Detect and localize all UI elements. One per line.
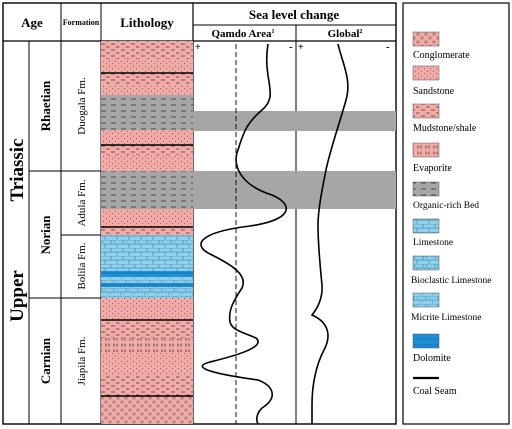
litho-limestone-1 <box>101 235 193 249</box>
main-table <box>2 2 397 425</box>
header-global: Global2 <box>328 28 363 40</box>
global-plus-sign: + <box>298 42 304 53</box>
header-lithology: Lithology <box>120 15 174 30</box>
litho-mudstone-6 <box>101 376 193 396</box>
litho-sandstone-7 <box>101 352 193 376</box>
legend-swatch-micrite <box>412 292 440 308</box>
legend-swatch-limestone <box>412 218 440 234</box>
legend-swatch-mudstone <box>412 103 440 119</box>
legend-swatch-evaporite <box>412 142 440 158</box>
litho-conglomerate-1 <box>101 396 193 424</box>
legend-label-coal: Coal Seam <box>413 386 457 397</box>
litho-limestone-2 <box>101 249 193 271</box>
litho-micrite-1 <box>101 277 193 283</box>
litho-evaporite-1 <box>101 338 193 352</box>
formation-duogala: Duogala Fm. <box>76 77 88 135</box>
litho-sandstone-1 <box>101 59 193 73</box>
header-qamdo: Qamdo Area1 <box>212 28 275 40</box>
legend-swatch-dolomite <box>412 333 440 349</box>
litho-mudstone-2 <box>101 73 193 85</box>
qamdo-plus-sign: + <box>195 42 201 53</box>
litho-sandstone-6 <box>101 298 193 320</box>
age-norian: Norian <box>38 215 53 255</box>
litho-organic-1 <box>101 95 193 103</box>
age-rhaetian: Rhaetian <box>38 80 53 131</box>
legend-label-organic: Organic-rich Bed <box>413 201 479 211</box>
qamdo-sea-level-curve <box>200 43 288 425</box>
formation-adula: Adula Fm. <box>76 179 88 226</box>
legend-label-bioclastic: Bioclastic Limestone <box>411 276 491 286</box>
global-minus-sign: - <box>386 41 390 53</box>
legend-label-conglomerate: Conglomerate <box>413 50 470 61</box>
age-upper: Upper <box>7 270 28 322</box>
header-sea-level: Sea level change <box>249 7 339 22</box>
sea-level-organic-band-1 <box>193 111 396 131</box>
header-age: Age <box>21 15 43 30</box>
qamdo-minus-sign: - <box>289 41 293 53</box>
litho-sandstone-4 <box>101 155 193 171</box>
litho-sandstone-5 <box>101 209 193 227</box>
legend-swatch-conglomerate <box>412 31 440 47</box>
litho-organic-3 <box>101 171 193 209</box>
litho-organic-2 <box>101 103 193 130</box>
legend-label-dolomite: Dolomite <box>413 353 451 364</box>
age-triassic: Triassic <box>7 139 28 202</box>
legend-label-micrite: Micrite Limestone <box>411 313 481 323</box>
litho-mudstone-top <box>101 41 193 59</box>
header-formation: Formation <box>63 18 100 27</box>
legend-swatch-organic <box>412 181 440 197</box>
litho-sandstone-3 <box>101 130 193 145</box>
legend-label-evaporite: Evaporite <box>413 163 452 174</box>
litho-mudstone-4 <box>101 227 193 235</box>
legend-swatch-bioclastic <box>412 255 440 271</box>
age-carnian: Carnian <box>38 337 53 384</box>
litho-mudstone-3 <box>101 145 193 155</box>
formation-jiapila: Jiapila Fm. <box>76 336 88 385</box>
legend-label-mudstone: Mudstone/shale <box>413 123 477 134</box>
sea-level-organic-band-2 <box>193 171 396 209</box>
lithology-column <box>101 41 193 424</box>
litho-mudstone-5 <box>101 320 193 338</box>
legend-label-limestone: Limestone <box>413 238 453 248</box>
legend-label-sandstone: Sandstone <box>413 86 455 97</box>
litho-dolomite-2 <box>101 283 193 287</box>
litho-micrite-2 <box>101 287 193 298</box>
global-sea-level-curve <box>310 43 349 424</box>
legend-swatch-sandstone <box>412 65 440 81</box>
formation-bolila: Bolila Fm. <box>76 242 88 289</box>
litho-sandstone-2 <box>101 85 193 95</box>
legend-panel: Conglomerate Sandstone Mudstone/shale Ev… <box>402 2 510 425</box>
litho-dolomite-1 <box>101 271 193 277</box>
